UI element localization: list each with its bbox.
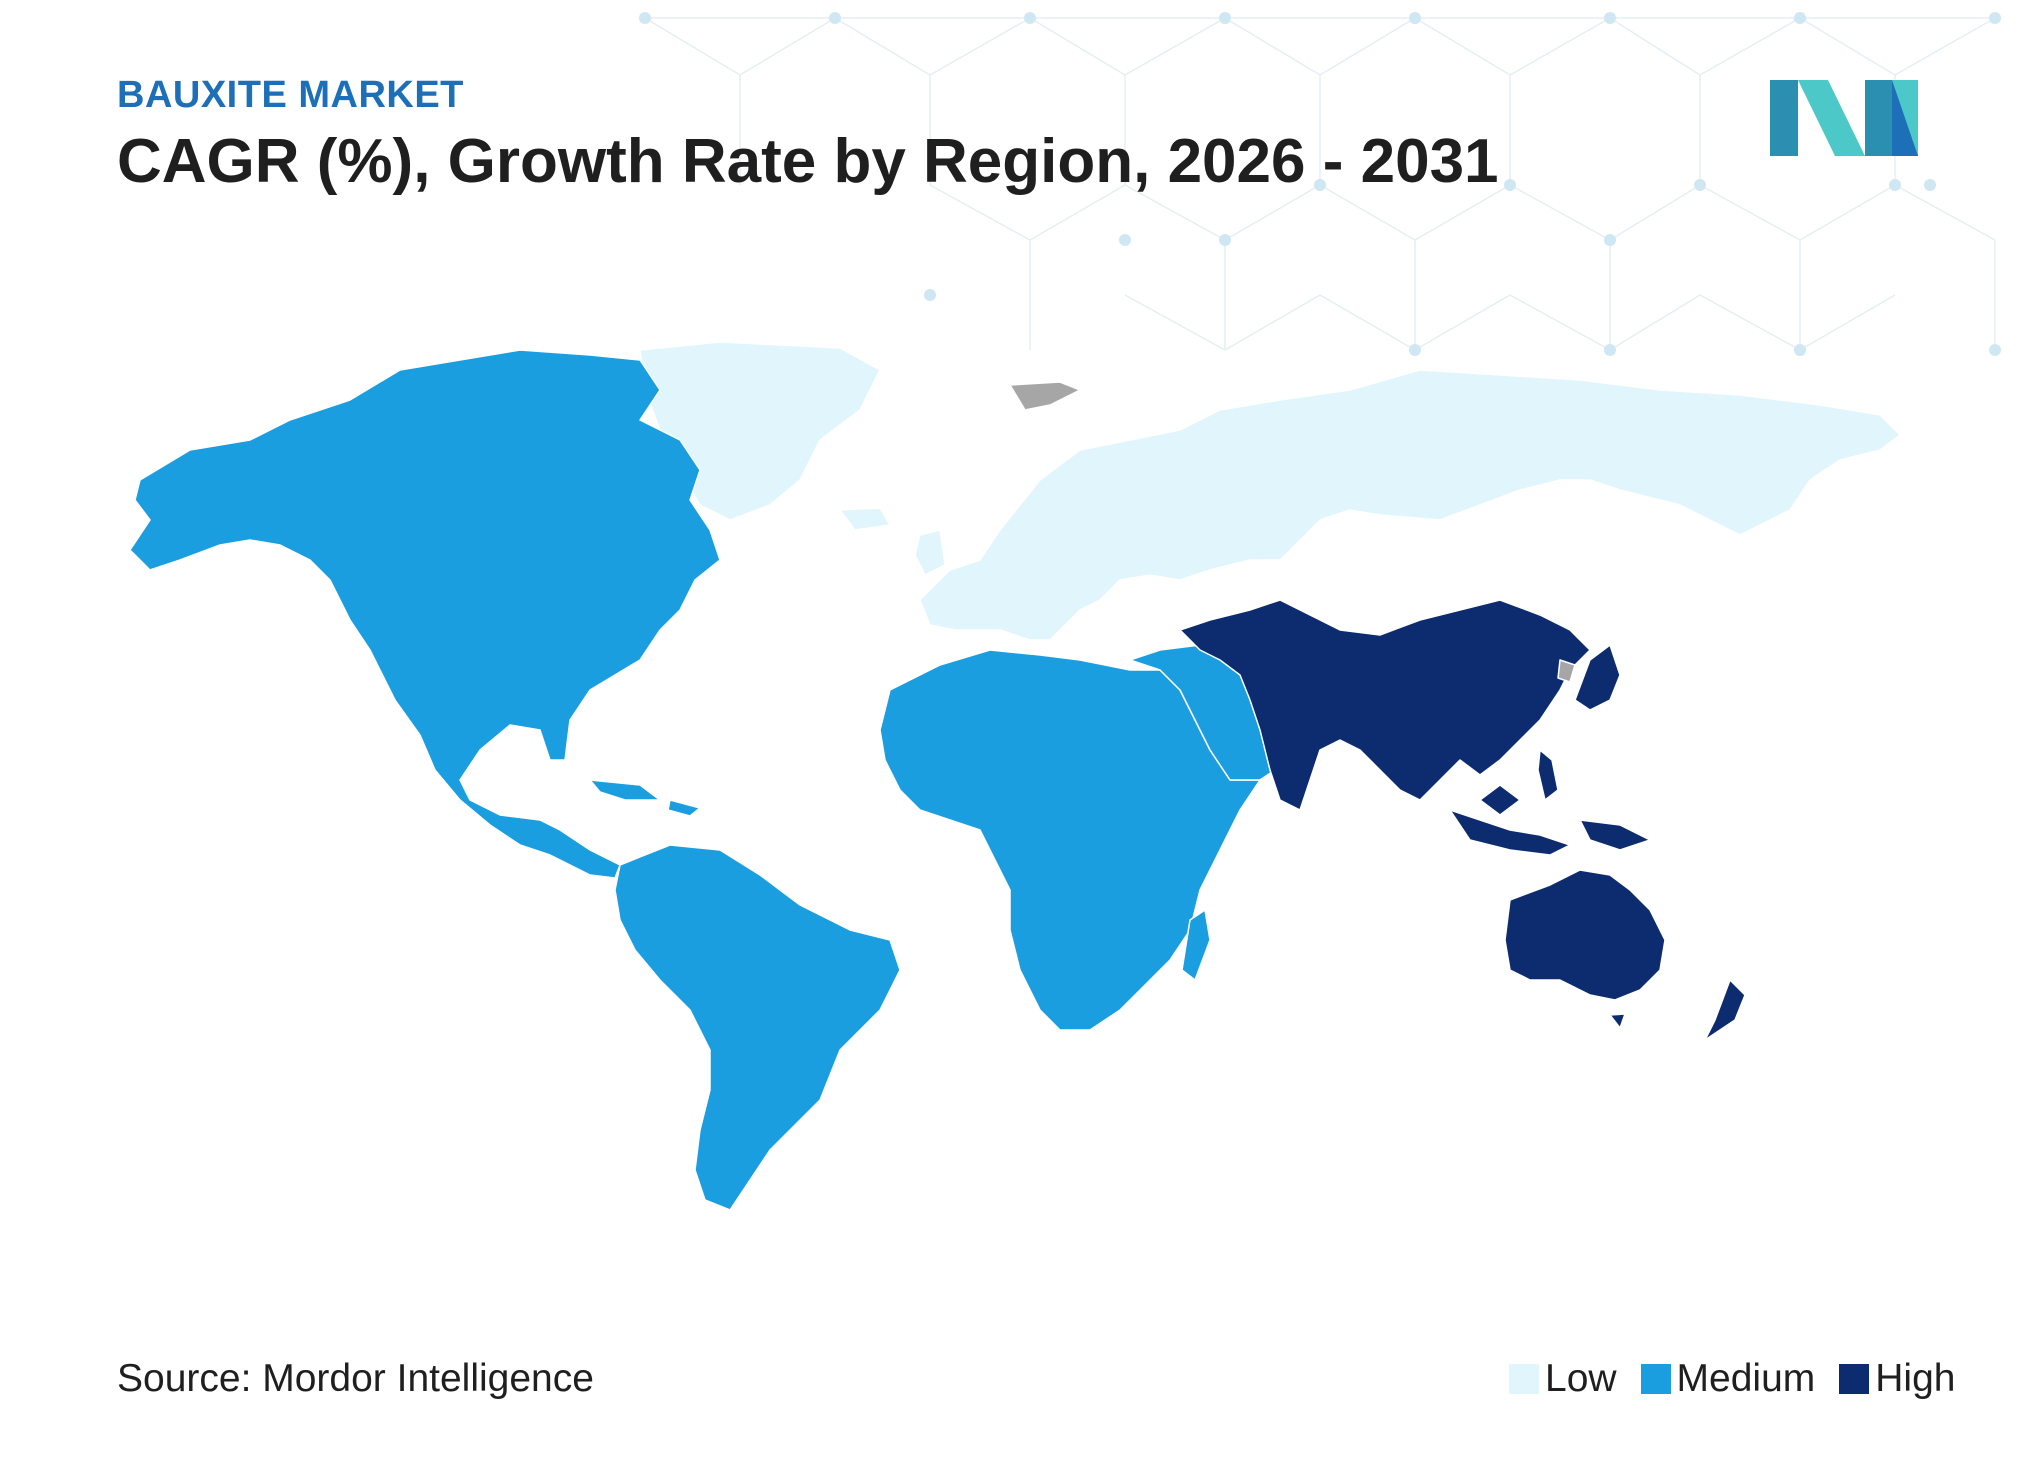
region-tasmania (1609, 1013, 1626, 1029)
region-asia-pacific[interactable] (1179, 599, 1591, 811)
mordor-intelligence-logo-icon (1770, 80, 1918, 156)
legend-swatch-high (1839, 1364, 1870, 1394)
region-europe-russia[interactable] (919, 369, 1901, 641)
map-legend: Low Medium High (1485, 1357, 1955, 1401)
region-north-korea (1557, 659, 1576, 683)
region-svalbard (1009, 381, 1081, 411)
region-north-america[interactable] (129, 349, 721, 879)
map-regions (129, 341, 1901, 1210)
legend-item-low: Low (1509, 1357, 1617, 1401)
region-japan (1574, 644, 1621, 711)
world-map (129, 341, 1901, 1210)
region-philippines (1537, 749, 1559, 801)
market-name: BAUXITE MARKET (117, 74, 464, 116)
legend-item-high: High (1839, 1357, 1955, 1401)
region-australia[interactable] (1504, 869, 1666, 1001)
region-africa[interactable] (879, 649, 1261, 1031)
region-caribbean (589, 779, 701, 817)
background-network-pattern (639, 12, 2001, 411)
region-uk (914, 529, 946, 576)
legend-item-medium: Medium (1640, 1357, 1816, 1401)
region-iceland (839, 507, 891, 531)
legend-swatch-medium (1640, 1364, 1671, 1394)
legend-label-medium: Medium (1676, 1357, 1816, 1400)
region-indonesia (1449, 784, 1651, 856)
page-title: CAGR (%), Growth Rate by Region, 2026 - … (117, 127, 1499, 196)
region-new-zealand (1704, 979, 1746, 1041)
legend-label-low: Low (1545, 1357, 1617, 1400)
region-south-america[interactable] (614, 844, 901, 1210)
source-text: Source: Mordor Intelligence (117, 1357, 594, 1400)
legend-swatch-low (1509, 1364, 1539, 1394)
legend-label-high: High (1875, 1357, 1956, 1400)
region-madagascar (1181, 909, 1211, 981)
